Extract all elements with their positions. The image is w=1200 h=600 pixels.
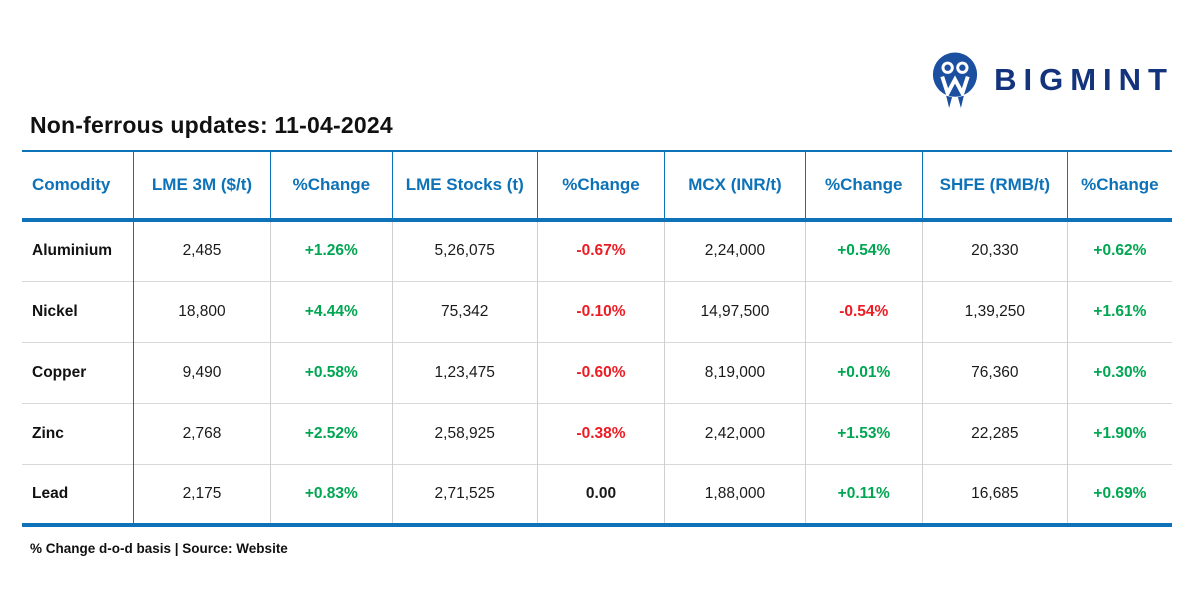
change-cell: +0.62% [1066,220,1172,281]
change-cell: 0.00 [536,463,665,525]
value-cell: 2,485 [133,220,271,281]
value-cell: 20,330 [921,220,1068,281]
value-cell: 2,58,925 [391,402,538,464]
value-cell: 18,800 [133,280,271,342]
commodity-cell: Zinc [22,402,134,464]
page-title: Non-ferrous updates: 11-04-2024 [30,112,393,138]
table-row: Copper 9,490 +0.58% 1,23,475 -0.60% 8,19,000 +… [22,341,1172,403]
change-cell: +0.54% [804,220,923,281]
change-cell: +0.01% [804,341,923,403]
column-header-8: %Change [1066,151,1172,222]
value-cell: 2,71,525 [391,463,538,525]
value-cell: 8,19,000 [664,341,806,403]
change-cell: -0.54% [804,280,923,342]
change-cell: +0.30% [1066,341,1172,403]
value-cell: 2,768 [133,402,271,464]
commodity-cell: Nickel [22,280,134,342]
change-cell: +0.69% [1066,463,1172,525]
table-body: Aluminium 2,485 +1.26% 5,26,075 -0.67% 2,24,0… [22,220,1172,525]
commodity-cell: Aluminium [32,242,113,260]
change-cell: +1.90% [1066,402,1172,464]
value-cell: 1,23,475 [391,341,538,403]
column-header-3: LME Stocks (t) [391,151,538,222]
change-cell: +2.52% [269,402,393,464]
value-cell: 14,97,500 [664,280,806,342]
value-cell: 2,24,000 [664,220,806,281]
change-cell: +0.83% [269,463,393,525]
table-row: Aluminium 2,485 +1.26% 5,26,075 -0.67% 2,24,0… [22,220,1172,281]
brand-logo: BIGMINT [928,50,1174,110]
table-header-row: Comodity LME 3M ($/t) %Change LME Stocks (t… [22,151,1172,222]
change-cell: +0.11% [804,463,923,525]
table-row: Zinc 2,768 +2.52% 2,58,925 -0.38% 2,42,000 +1.… [22,402,1172,464]
column-header-6: %Change [804,151,923,222]
table-row: Nickel 18,800 +4.44% 75,342 -0.10% 14,97,500-… [22,280,1172,342]
change-cell: +1.61% [1066,280,1172,342]
change-cell: +1.53% [804,402,923,464]
value-cell: 2,42,000 [664,402,806,464]
change-cell: -0.67% [536,220,665,281]
value-cell: 76,360 [921,341,1068,403]
value-cell: 16,685 [921,463,1068,525]
value-cell: 1,39,250 [921,280,1068,342]
value-cell: 2,175 [133,463,271,525]
change-cell: +0.58% [269,341,393,403]
prices-table: Comodity LME 3M ($/t) %Change LME Stocks (t… [22,150,1172,527]
column-header-5: MCX (INR/t) [664,151,806,222]
column-header-0: Comodity [22,151,134,222]
commodity-cell: Copper [22,341,134,403]
column-header-4: %Change [536,151,665,222]
bigmint-m-people-icon [933,52,978,108]
value-cell: 22,285 [921,402,1068,464]
table-row: Lead 2,175 +0.83% 2,71,525 0.00 1,88,000 +0.11… [22,463,1172,525]
footnote: % Change d-o-d basis | Source: Website [30,541,288,556]
change-cell: +4.44% [269,280,393,342]
value-cell: 9,490 [133,341,271,403]
change-cell: -0.60% [536,341,665,403]
column-header-2: %Change [269,151,393,222]
change-cell: -0.10% [536,280,665,342]
value-cell: 1,88,000 [664,463,806,525]
value-cell: 5,26,075 [391,220,538,281]
column-header-7: SHFE (RMB/t) [921,151,1068,222]
column-header-1: LME 3M ($/t) [133,151,271,222]
brand-name: BIGMINT [994,62,1174,97]
change-cell: +1.26% [269,220,393,281]
change-cell: -0.38% [536,402,665,464]
commodity-cell: Lead [22,463,134,525]
value-cell: 75,342 [391,280,538,342]
